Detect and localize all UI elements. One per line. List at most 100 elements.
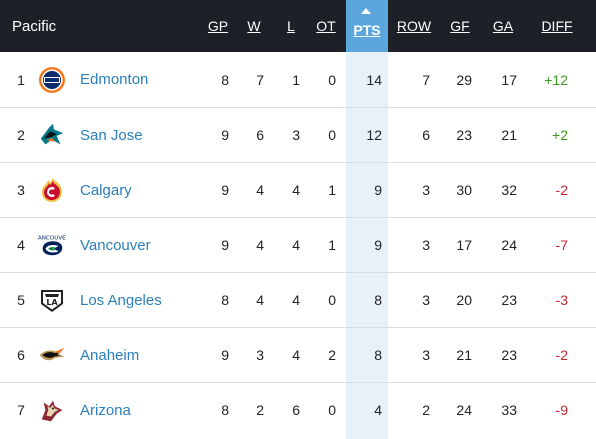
stat-ga: 17 bbox=[501, 71, 517, 88]
team-rank: 5 bbox=[17, 292, 25, 308]
team-name-link[interactable]: Los Angeles bbox=[80, 291, 162, 309]
team-rank: 4 bbox=[17, 237, 25, 253]
svg-text:VANCOUVER: VANCOUVER bbox=[38, 235, 66, 241]
stat-gf: 17 bbox=[456, 237, 472, 253]
column-header-ot[interactable]: OT bbox=[316, 18, 336, 34]
table-row-arizona: 7 Arizona 8 2 6 0 4 2 24 33 -9 bbox=[0, 382, 596, 437]
sharks-logo-icon bbox=[38, 121, 66, 149]
stat-gf: 24 bbox=[456, 402, 472, 418]
stat-w: 4 bbox=[256, 237, 264, 253]
stat-ga: 32 bbox=[501, 182, 517, 198]
stat-w: 3 bbox=[256, 347, 264, 363]
column-header-ga[interactable]: GA bbox=[492, 18, 514, 34]
table-row-los-angeles: 5 LA Los Angeles 8 4 4 0 8 3 20 23 -3 bbox=[0, 272, 596, 327]
stat-diff: +2 bbox=[552, 127, 568, 143]
stat-ga: 23 bbox=[501, 347, 517, 363]
stat-pts: 8 bbox=[374, 292, 382, 308]
table-header: Pacific GP W L OT PTS ROW GF GA DIFF bbox=[0, 0, 596, 52]
team-name-link[interactable]: Edmonton bbox=[80, 71, 149, 88]
table-row-san-jose: 2 San Jose 9 6 3 0 12 6 23 21 +2 bbox=[0, 107, 596, 162]
table-row-calgary: 3 Calgary 9 4 4 1 9 3 30 32 -2 bbox=[0, 162, 596, 217]
stat-pts: 8 bbox=[374, 347, 382, 363]
column-header-gf[interactable]: GF bbox=[450, 18, 470, 34]
column-header-row[interactable]: ROW bbox=[396, 18, 432, 34]
stat-ot: 1 bbox=[328, 182, 336, 198]
stat-ga: 23 bbox=[501, 292, 517, 308]
stat-row: 6 bbox=[422, 127, 430, 143]
stat-w: 2 bbox=[256, 402, 264, 418]
stat-gp: 9 bbox=[221, 347, 229, 363]
sorted-column-band bbox=[346, 52, 388, 439]
stat-pts: 4 bbox=[374, 402, 382, 418]
stat-gf: 30 bbox=[456, 182, 472, 198]
stat-l: 3 bbox=[292, 127, 300, 143]
stat-diff: -7 bbox=[555, 237, 568, 253]
stat-pts: 9 bbox=[374, 182, 382, 198]
stat-gp: 9 bbox=[221, 237, 229, 253]
stat-ot: 2 bbox=[328, 347, 336, 363]
stat-l: 4 bbox=[292, 182, 300, 198]
stat-ot: 0 bbox=[328, 127, 336, 143]
flames-logo-icon bbox=[38, 176, 66, 204]
team-name-link[interactable]: Vancouver bbox=[80, 236, 151, 254]
stat-gp: 8 bbox=[221, 71, 229, 88]
stat-row: 3 bbox=[422, 237, 430, 253]
stat-l: 4 bbox=[292, 292, 300, 308]
stat-w: 4 bbox=[256, 292, 264, 308]
stat-diff: -2 bbox=[555, 347, 568, 363]
column-header-diff[interactable]: DIFF bbox=[541, 18, 573, 34]
stat-ga: 24 bbox=[501, 237, 517, 253]
stat-ga: 33 bbox=[501, 402, 517, 418]
stat-row: 2 bbox=[422, 402, 430, 418]
team-name-link[interactable]: Anaheim bbox=[80, 346, 140, 364]
stat-gf: 20 bbox=[456, 292, 472, 308]
team-rank: 7 bbox=[17, 402, 25, 418]
kings-logo-icon: LA bbox=[38, 286, 66, 314]
team-name-link[interactable]: Arizona bbox=[80, 401, 131, 419]
column-header-gp[interactable]: GP bbox=[207, 18, 229, 34]
table-row-vancouver: 4 VANCOUVER Vancouver 9 4 4 1 9 3 17 24 … bbox=[0, 217, 596, 272]
stat-w: 6 bbox=[256, 127, 264, 143]
column-header-l[interactable]: L bbox=[287, 18, 295, 34]
stat-w: 7 bbox=[256, 71, 264, 88]
column-header-pts[interactable]: PTS bbox=[353, 22, 381, 38]
stat-l: 4 bbox=[292, 237, 300, 253]
oilers-logo-icon bbox=[38, 66, 66, 94]
team-rank: 1 bbox=[17, 71, 25, 88]
table-row-edmonton: 1 Edmonton 8 7 1 0 14 7 29 17 +12 bbox=[0, 52, 596, 107]
stat-diff: -9 bbox=[555, 402, 568, 418]
ducks-logo-icon bbox=[38, 341, 66, 369]
stat-l: 1 bbox=[292, 71, 300, 88]
stat-gp: 9 bbox=[221, 127, 229, 143]
stat-row: 3 bbox=[422, 347, 430, 363]
stat-ot: 1 bbox=[328, 237, 336, 253]
stat-row: 3 bbox=[422, 292, 430, 308]
team-rank: 2 bbox=[17, 127, 25, 143]
table-row-anaheim: 6 Anaheim 9 3 4 2 8 3 21 23 -2 bbox=[0, 327, 596, 382]
stat-l: 4 bbox=[292, 347, 300, 363]
stat-ga: 21 bbox=[501, 127, 517, 143]
stat-gp: 8 bbox=[221, 292, 229, 308]
standings-rows: 1 Edmonton 8 7 1 0 14 7 29 17 +12 2 San … bbox=[0, 52, 596, 437]
stat-diff: -3 bbox=[555, 292, 568, 308]
stat-w: 4 bbox=[256, 182, 264, 198]
stat-row: 3 bbox=[422, 182, 430, 198]
stat-pts: 9 bbox=[374, 237, 382, 253]
coyotes-logo-icon bbox=[38, 396, 66, 424]
column-header-w[interactable]: W bbox=[247, 18, 261, 34]
svg-text:LA: LA bbox=[46, 298, 58, 307]
team-rank: 6 bbox=[17, 347, 25, 363]
stat-gf: 21 bbox=[456, 347, 472, 363]
team-name-link[interactable]: Calgary bbox=[80, 181, 132, 199]
stat-gp: 8 bbox=[221, 402, 229, 418]
stat-gp: 9 bbox=[221, 182, 229, 198]
stat-l: 6 bbox=[292, 402, 300, 418]
sort-ascending-icon bbox=[361, 8, 371, 14]
stat-pts: 12 bbox=[366, 127, 382, 143]
stat-diff: +12 bbox=[544, 71, 568, 88]
stat-pts: 14 bbox=[366, 71, 382, 88]
canucks-logo-icon: VANCOUVER bbox=[38, 231, 66, 259]
team-name-link[interactable]: San Jose bbox=[80, 126, 143, 144]
stat-diff: -2 bbox=[555, 182, 568, 198]
